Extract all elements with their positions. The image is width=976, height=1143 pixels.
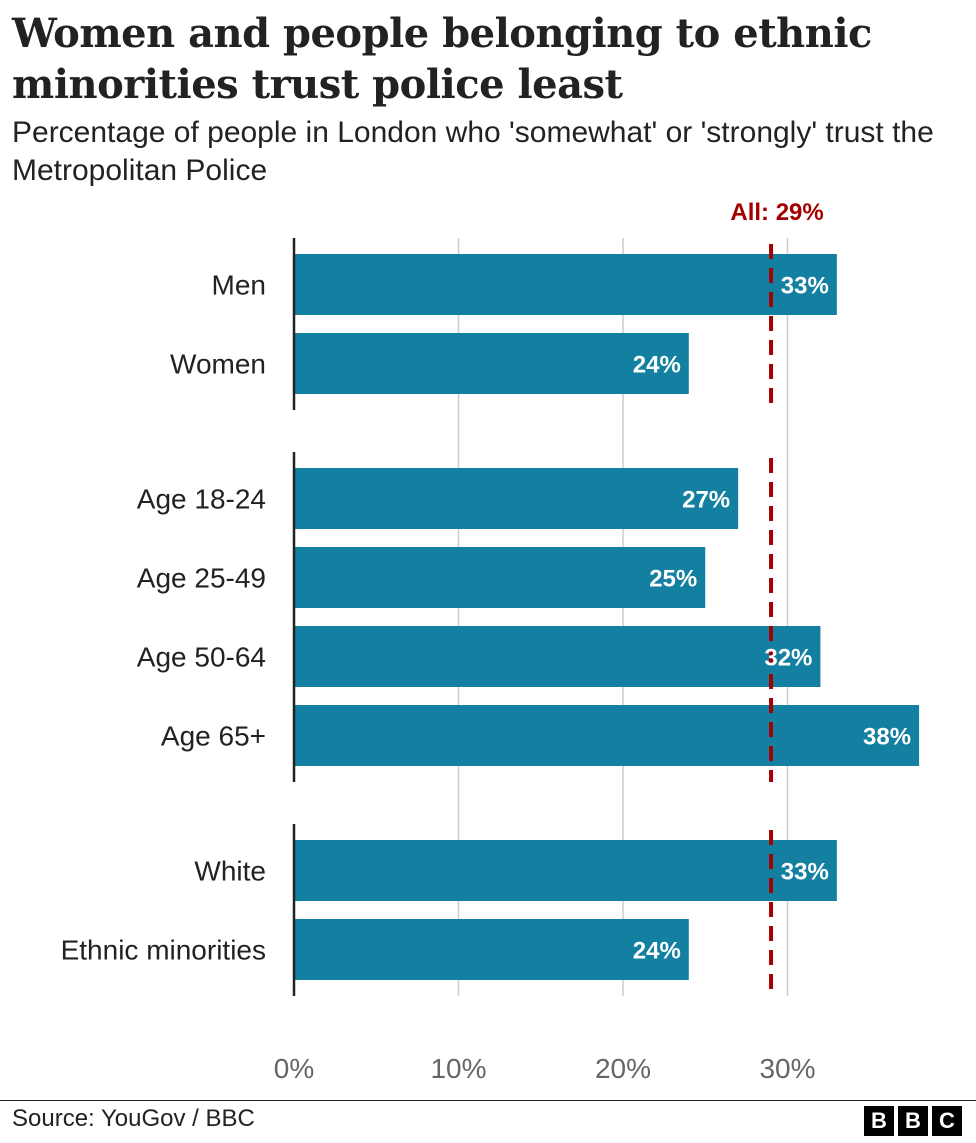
bar [294,547,706,608]
bar [294,468,739,529]
bar-value-label: 24% [633,352,681,379]
logo-letter: C [932,1106,962,1136]
bar [294,705,920,766]
category-label: White [194,856,266,887]
bar-value-label: 33% [781,859,829,886]
chart-title: Women and people belonging to ethnic min… [12,10,872,108]
bar-value-label: 24% [633,938,681,965]
x-tick-label: 20% [595,1053,651,1084]
bar [294,840,837,901]
bar-value-label: 25% [649,566,697,593]
bar-value-label: 32% [764,645,812,672]
bar-value-label: 38% [863,724,911,751]
source-note: Source: YouGov / BBC [12,1105,255,1132]
category-label: Men [212,270,266,301]
bbc-logo: B B C [864,1106,962,1136]
bar [294,626,821,687]
footer-divider [0,1100,976,1101]
category-label: Ethnic minorities [61,935,266,966]
category-label: Age 25-49 [137,563,266,594]
category-label: Age 18-24 [137,484,266,515]
bar-value-label: 27% [682,487,730,514]
x-tick-label: 10% [430,1053,486,1084]
reference-label: All: 29% [730,199,823,226]
chart-subtitle: Percentage of people in London who 'some… [12,116,934,187]
category-label: Women [170,349,266,380]
x-tick-label: 30% [759,1053,815,1084]
category-label: Age 65+ [161,721,266,752]
x-tick-label: 0% [274,1053,314,1084]
bar-chart: 0% 10% 20% 30% Men 33% Women 24% Age 18-24 27% Age… [61,199,920,1084]
bar [294,333,689,394]
bar [294,919,689,980]
category-label: Age 50-64 [137,642,266,673]
bar-value-label: 33% [781,273,829,300]
logo-letter: B [864,1106,894,1136]
logo-letter: B [898,1106,928,1136]
bar [294,254,837,315]
